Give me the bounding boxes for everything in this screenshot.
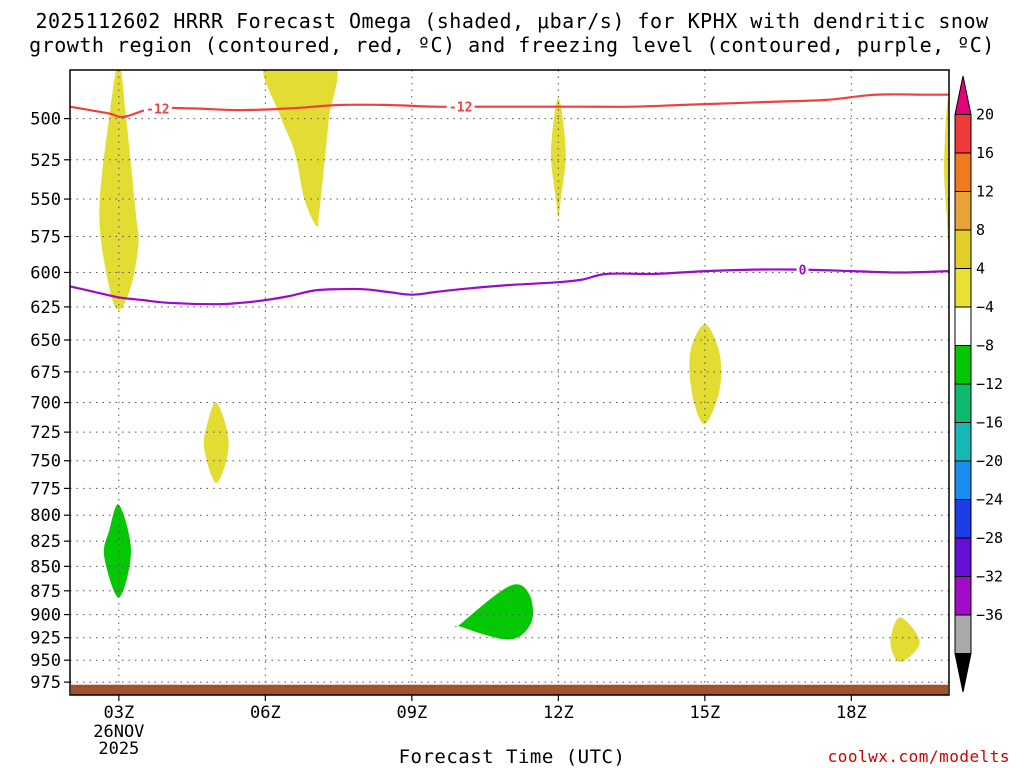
colorbar-label: −20 xyxy=(976,452,1003,470)
x-tick-label: 18Z xyxy=(836,703,867,723)
x-tick-label: 06Z xyxy=(250,703,281,723)
colorbar-swatch xyxy=(954,422,972,462)
contour-label-background xyxy=(143,101,172,116)
colorbar-swatch xyxy=(954,229,972,269)
y-tick-label: 750 xyxy=(30,452,61,472)
colorbar-label: −32 xyxy=(976,568,1003,586)
y-tick-label: 975 xyxy=(30,673,61,693)
contour-label: -12 xyxy=(146,102,169,117)
omega-positive-region xyxy=(203,402,229,483)
contour-label: 0 xyxy=(799,264,807,279)
omega-negative-region xyxy=(103,504,131,598)
colorbar-label: 8 xyxy=(976,221,985,239)
colorbar-label: −8 xyxy=(976,337,994,355)
y-tick-label: 600 xyxy=(30,263,61,283)
colorbar-swatch xyxy=(954,268,972,308)
ground-surface xyxy=(71,684,948,695)
colorbar-swatch xyxy=(954,345,972,385)
colorbar-label: 20 xyxy=(976,106,994,124)
y-tick-label: 900 xyxy=(30,606,61,626)
colorbar-swatch xyxy=(954,383,972,423)
colorbar-swatch xyxy=(954,460,972,500)
x-tick-label: 15Z xyxy=(689,703,720,723)
y-tick-label: 500 xyxy=(30,110,61,130)
colorbar-swatch xyxy=(954,576,972,616)
y-tick-label: 675 xyxy=(30,363,61,383)
colorbar-swatch xyxy=(954,499,972,539)
grid-layer xyxy=(70,70,949,695)
y-tick-label: 575 xyxy=(30,228,61,248)
omega-negative-region xyxy=(454,584,534,640)
omega-positive-region xyxy=(890,617,920,662)
colorbar-top-arrow xyxy=(954,75,972,115)
y-tick-label: 525 xyxy=(30,151,61,171)
omega-positive-region xyxy=(689,324,722,425)
y-tick-label: 775 xyxy=(30,479,61,499)
credit-text: coolwx.com/modelts xyxy=(827,747,1010,766)
colorbar-swatch xyxy=(954,191,972,231)
omega-shading-layer xyxy=(99,70,949,662)
contour-label-background xyxy=(796,262,809,277)
freezing-level-contour xyxy=(69,268,950,306)
colorbar-label: 4 xyxy=(976,260,985,278)
y-tick-label: 850 xyxy=(30,557,61,577)
x-axis-title: Forecast Time (UTC) xyxy=(398,746,626,768)
omega-positive-region xyxy=(944,97,949,249)
colorbar-swatch xyxy=(954,614,972,654)
x-tick-sublabel: 2025 xyxy=(98,739,139,759)
colorbar-label: −16 xyxy=(976,414,1003,432)
x-tick-label: 03Z xyxy=(103,703,134,723)
y-tick-label: 625 xyxy=(30,298,61,318)
omega-positive-region xyxy=(550,98,566,218)
ground-surface-layer xyxy=(71,684,948,695)
contour-label-background xyxy=(446,99,475,114)
y-tick-label: 875 xyxy=(30,582,61,602)
y-tick-label: 950 xyxy=(30,651,61,671)
colorbar-swatch xyxy=(954,152,972,192)
colorbar-swatch xyxy=(954,114,972,154)
plot-frame xyxy=(69,69,950,696)
y-tick-label: 550 xyxy=(30,190,61,210)
y-tick-label: 825 xyxy=(30,532,61,552)
colorbar: 20 16 12 8 4 −4 −8 −12 −16 −20 −24 −28 −32 −36 xyxy=(954,75,1003,693)
colorbar-swatch xyxy=(954,306,972,346)
x-tick-label: 09Z xyxy=(396,703,427,723)
colorbar-label: −28 xyxy=(976,529,1003,547)
chart-title-line-1: 2025112602 HRRR Forecast Omega (shaded, … xyxy=(35,9,989,33)
y-tick-label: 925 xyxy=(30,629,61,649)
x-tick-label: 12Z xyxy=(543,703,574,723)
y-tick-label: 700 xyxy=(30,394,61,414)
colorbar-label: −12 xyxy=(976,375,1003,393)
colorbar-bottom-arrow xyxy=(954,653,972,693)
colorbar-label: −4 xyxy=(976,298,994,316)
y-tick-label: 800 xyxy=(30,506,61,526)
omega-positive-region xyxy=(99,70,139,310)
y-tick-label: 725 xyxy=(30,423,61,443)
y-tick-label: 650 xyxy=(30,331,61,351)
chart-title-line-2: growth region (contoured, red, ºC) and f… xyxy=(29,33,995,57)
contour-layer: -12 -12 0 xyxy=(69,93,950,306)
colorbar-label: −24 xyxy=(976,491,1003,509)
colorbar-swatch xyxy=(954,537,972,577)
x-tick-sublabel: 26NOV xyxy=(93,722,144,742)
contour-label: -12 xyxy=(449,101,472,116)
colorbar-label: 16 xyxy=(976,144,994,162)
y-axis: 500 525 550 575 600 625 650 675 700 725 750 775 800 8… xyxy=(30,110,70,693)
colorbar-label: 12 xyxy=(976,183,994,201)
colorbar-label: −36 xyxy=(976,606,1003,624)
